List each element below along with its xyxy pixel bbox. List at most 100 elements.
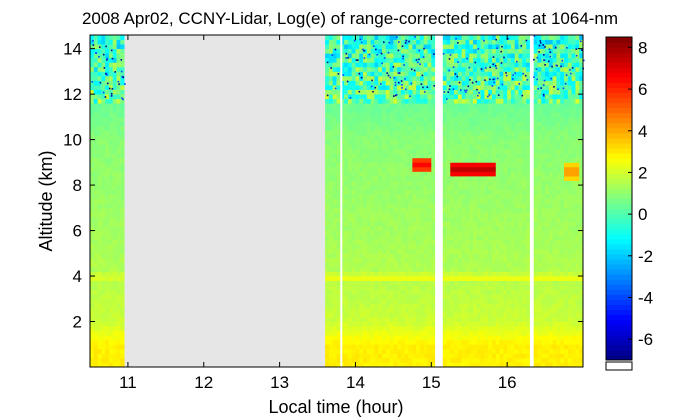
heatmap-cell [328, 239, 334, 245]
heatmap-cell [336, 312, 341, 318]
heatmap-cell [510, 326, 516, 332]
heatmap-cell [484, 35, 489, 40]
heatmap-cell [351, 357, 356, 363]
heatmap-cell [108, 294, 114, 300]
heatmap-cell [431, 135, 436, 140]
heatmap-cell [484, 75, 489, 81]
heatmap-cell [101, 326, 106, 332]
heatmap-cell [457, 57, 463, 63]
heatmap-cell [548, 303, 554, 309]
heatmap-cell [469, 66, 474, 72]
heatmap-cell [548, 330, 554, 336]
heatmap-cell [419, 144, 425, 150]
heatmap-cell [116, 148, 121, 154]
heatmap-cell [499, 298, 504, 304]
heatmap-cell [382, 271, 387, 277]
heatmap-cell [507, 175, 512, 181]
heatmap-cell [446, 294, 451, 300]
heatmap-cell [548, 244, 554, 250]
heatmap-cell [522, 289, 527, 295]
heatmap-cell [518, 362, 523, 368]
heatmap-cell [484, 353, 489, 359]
heatmap-cell [457, 98, 463, 104]
heatmap-cell [366, 294, 372, 300]
heatmap-cell [347, 266, 353, 272]
heatmap-cell [446, 298, 451, 304]
heatmap-cell [325, 271, 330, 277]
heatmap-cell [469, 121, 474, 127]
heatmap-cell [374, 180, 379, 186]
heatmap-cell [389, 298, 394, 304]
heatmap-cell [370, 321, 375, 327]
heatmap-cell [454, 166, 459, 172]
heatmap-cell [533, 289, 538, 295]
heatmap-cell [374, 144, 379, 150]
heatmap-cell [108, 307, 114, 313]
heatmap-cell [404, 248, 409, 254]
heatmap-cell [408, 175, 413, 181]
heatmap-cell [344, 212, 349, 218]
heatmap-cell [400, 280, 406, 286]
heatmap-cell [499, 162, 504, 168]
heatmap-cell [116, 98, 121, 104]
heatmap-cell [507, 75, 512, 81]
heatmap-cell [473, 194, 478, 200]
heatmap-cell [416, 303, 421, 309]
heatmap-cell [90, 189, 95, 195]
heatmap-cell [450, 98, 455, 104]
heatmap-cell [101, 153, 106, 159]
heatmap-cell [393, 85, 398, 90]
heatmap-cell [457, 44, 463, 50]
heatmap-cell [514, 144, 519, 150]
heatmap-cell [385, 221, 390, 227]
heatmap-cell [446, 162, 451, 168]
heatmap-cell [344, 248, 349, 254]
heatmap-cell [431, 307, 436, 313]
heatmap-cell [400, 162, 406, 168]
heatmap-cell [332, 226, 337, 231]
heatmap-cell [408, 171, 413, 177]
heatmap-cell [112, 116, 117, 122]
heatmap-cell [499, 89, 504, 95]
heatmap-cell [469, 135, 474, 140]
heatmap-cell [476, 348, 482, 354]
heatmap-cell [454, 235, 459, 241]
heatmap-cell [328, 257, 334, 263]
heatmap-cell [328, 353, 334, 359]
heatmap-cell [120, 44, 125, 50]
heatmap-cell [541, 198, 546, 204]
heatmap-cell [120, 62, 125, 68]
heatmap-cell [488, 162, 493, 168]
heatmap-cell [347, 39, 353, 45]
heatmap-cell [101, 344, 106, 350]
heatmap-cell [533, 280, 538, 286]
heatmap-cell [397, 280, 402, 286]
heatmap-cell [484, 153, 489, 159]
heatmap-cell [400, 139, 406, 145]
heatmap-cell [552, 339, 557, 345]
heatmap-cell [469, 294, 474, 300]
heatmap-cell [548, 362, 554, 368]
heatmap-cell [355, 339, 360, 345]
heatmap-cell [416, 280, 421, 286]
heatmap-cell [480, 35, 485, 40]
heatmap-cell [495, 189, 500, 195]
heatmap-cell [393, 94, 398, 100]
heatmap-cell [423, 80, 428, 86]
heatmap-cell [419, 53, 425, 59]
heatmap-cell [408, 157, 413, 163]
heatmap-cell [476, 48, 482, 54]
heatmap-cell [503, 357, 508, 363]
heatmap-cell [423, 321, 428, 327]
heatmap-cell [112, 316, 117, 322]
heatmap-cell [355, 216, 360, 222]
heatmap-cell [412, 344, 417, 350]
heatmap-cell [469, 280, 474, 286]
heatmap-cell [541, 80, 546, 86]
heatmap-cell [495, 276, 500, 281]
heatmap-cell [480, 135, 485, 140]
heatmap-cell [522, 335, 527, 341]
heatmap-cell [446, 98, 451, 104]
heatmap-cell [382, 316, 387, 322]
heatmap-cell [457, 185, 463, 191]
